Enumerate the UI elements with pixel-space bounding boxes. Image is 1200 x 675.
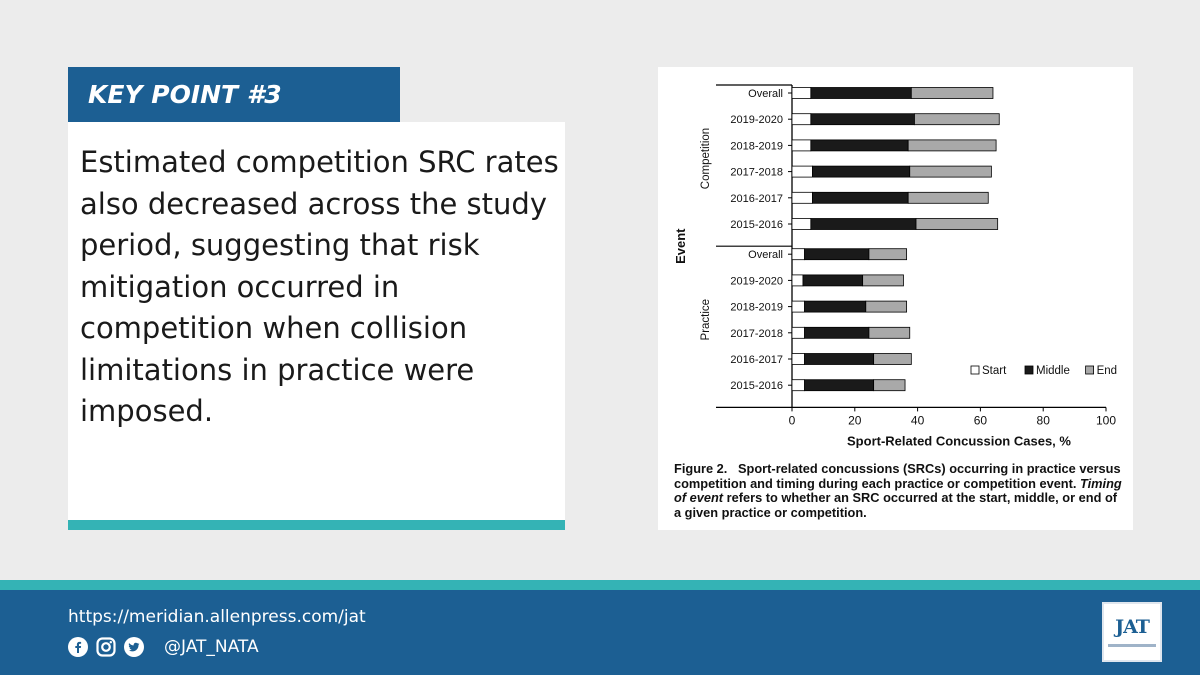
legend-swatch-middle — [1024, 365, 1034, 375]
facebook-icon[interactable] — [68, 637, 88, 657]
bar-segment-end — [873, 353, 912, 365]
jat-logo-mark: JAT — [1115, 616, 1150, 638]
bar-segment-end — [914, 113, 1000, 126]
footer: https://meridian.allenpress.com/jat @JAT… — [0, 590, 1200, 675]
x-tick-label: 40 — [911, 413, 925, 427]
category-label: 2015-2016 — [730, 380, 783, 392]
instagram-icon[interactable] — [96, 637, 116, 657]
footer-accent-stripe — [0, 580, 1200, 590]
bar-segment-start — [791, 274, 804, 287]
bar-segment-middle — [810, 218, 917, 230]
twitter-icon[interactable] — [124, 637, 144, 657]
bar-segment-middle — [804, 326, 870, 339]
bar-segment-middle — [804, 353, 875, 365]
legend-label-middle: Middle — [1036, 365, 1070, 377]
bar-segment-end — [868, 248, 908, 261]
jat-logo: JAT — [1102, 602, 1162, 662]
bar-segment-end — [868, 326, 911, 339]
bar-segment-middle — [812, 191, 909, 204]
bar-segment-end — [910, 87, 994, 99]
figure-caption: Figure 2. Sport-related concussions (SRC… — [674, 461, 1124, 520]
bar-segment-start — [791, 165, 813, 178]
bar-segment-end — [915, 218, 999, 230]
bar-segment-start — [791, 353, 805, 365]
x-tick-label: 80 — [1037, 413, 1051, 427]
category-label: 2016-2017 — [730, 354, 783, 366]
legend-swatch-start — [970, 365, 980, 375]
bar-segment-end — [873, 379, 906, 392]
card-accent-bar — [68, 520, 565, 530]
caption-italic: Timing of event — [674, 475, 1122, 505]
group-label-competition: Competition — [700, 128, 712, 189]
bar-segment-end — [909, 165, 992, 178]
bar-segment-middle — [810, 113, 915, 126]
category-label: 2019-2020 — [730, 275, 783, 287]
category-label: 2015-2016 — [730, 219, 783, 231]
x-tick-label: 100 — [1096, 413, 1116, 427]
social-handle: @JAT_NATA — [164, 637, 259, 657]
category-label: Overall — [748, 249, 783, 261]
bar-segment-end — [862, 274, 904, 287]
category-label: 2019-2020 — [730, 114, 783, 126]
x-tick-label: 60 — [974, 413, 988, 427]
bar-segment-end — [907, 191, 989, 204]
legend-label-start: Start — [982, 365, 1007, 377]
caption-prefix: Figure 2. — [674, 461, 728, 476]
bar-segment-start — [791, 218, 812, 230]
bar-segment-start — [791, 87, 812, 99]
text-card: Estimated competition SRC rates also dec… — [68, 122, 565, 520]
bar-segment-middle — [804, 300, 867, 313]
bar-segment-start — [791, 300, 805, 313]
keypoint-title: KEY POINT #3 — [88, 80, 282, 109]
x-tick-label: 20 — [848, 413, 862, 427]
bar-segment-middle — [802, 274, 864, 287]
x-axis-title: Sport-Related Concussion Cases, % — [847, 433, 1071, 448]
caption-tail: refers to whether an SRC occurred at the… — [674, 490, 1118, 520]
category-label: Overall — [748, 88, 783, 100]
bar-segment-middle — [812, 165, 911, 178]
bar-segment-middle — [810, 87, 912, 99]
category-label: 2016-2017 — [730, 193, 783, 205]
bar-segment-end — [907, 139, 997, 152]
bar-segment-middle — [804, 379, 875, 392]
journal-url-link[interactable]: https://meridian.allenpress.com/jat — [68, 607, 366, 627]
x-tick-label: 0 — [789, 413, 796, 427]
bar-segment-start — [791, 191, 813, 204]
category-label: 2017-2018 — [730, 328, 783, 340]
caption-main: Sport-related concussions (SRCs) occurri… — [674, 461, 1121, 491]
category-label: 2017-2018 — [730, 167, 783, 179]
bar-segment-start — [791, 248, 805, 261]
bar-segment-middle — [804, 248, 870, 261]
bar-segment-start — [791, 139, 812, 152]
keypoint-banner: KEY POINT #3 — [68, 67, 400, 122]
figure-panel: Overall 2019-2020 2018-2019 2017-2018 2016-2… — [658, 67, 1133, 530]
jat-logo-subline — [1108, 644, 1156, 647]
bar-segment-start — [791, 113, 812, 126]
legend-swatch-end — [1085, 365, 1095, 375]
legend-label-end: End — [1097, 365, 1117, 377]
bar-segment-middle — [810, 139, 909, 152]
group-label-practice: Practice — [700, 299, 712, 341]
bar-segment-start — [791, 326, 805, 339]
bar-segment-end — [865, 300, 908, 313]
category-label: 2018-2019 — [730, 302, 783, 314]
y-axis-title: Event — [673, 228, 688, 264]
stacked-bar-chart: Overall 2019-2020 2018-2019 2017-2018 2016-2… — [673, 84, 1117, 448]
key-point-text: Estimated competition SRC rates also dec… — [80, 145, 559, 428]
category-label: 2018-2019 — [730, 140, 783, 152]
social-links: @JAT_NATA — [68, 636, 259, 658]
bar-segment-start — [791, 379, 805, 392]
